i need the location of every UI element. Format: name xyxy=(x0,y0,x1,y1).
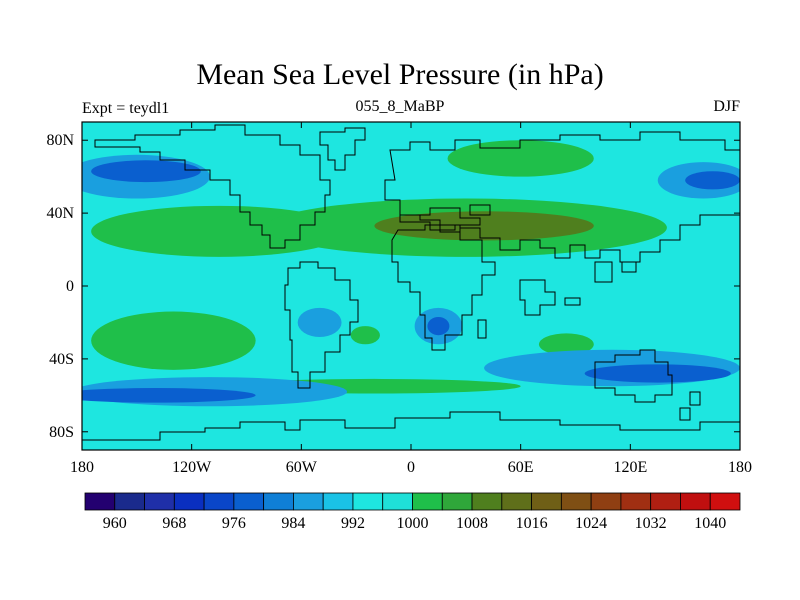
experiment-label: Expt = teydl1 xyxy=(82,100,170,117)
x-tick-label: 120W xyxy=(172,459,212,476)
colorbar-swatch xyxy=(114,492,145,511)
colorbar-label: 1040 xyxy=(694,515,726,532)
x-tick-label: 180 xyxy=(70,459,94,476)
colorbar-swatch xyxy=(412,492,443,511)
colorbar-swatch xyxy=(531,492,562,511)
colorbar-swatch xyxy=(441,492,473,511)
colorbar-swatch xyxy=(203,492,235,511)
pressure-region-southern-trough-east-core xyxy=(584,364,731,383)
colorbar-label: 992 xyxy=(341,515,365,532)
pressure-region-south-america-low xyxy=(297,307,342,338)
pressure-region-arctic-band xyxy=(447,140,594,177)
colorbar-swatch xyxy=(471,492,503,511)
colorbar-swatch xyxy=(382,492,413,511)
new-zealand-coastline xyxy=(679,391,701,421)
colorbar-label: 1024 xyxy=(575,515,607,532)
x-tick-label: 120E xyxy=(613,459,647,476)
colorbar-label: 1008 xyxy=(456,515,488,532)
x-tick-label: 0 xyxy=(407,459,415,476)
colorbar-label: 960 xyxy=(103,515,127,532)
colorbar-swatch xyxy=(322,492,354,511)
x-tick-label: 180 xyxy=(728,459,752,476)
pressure-region-southern-trough-west-core xyxy=(82,388,256,403)
chart-title: Mean Sea Level Pressure (in hPa) xyxy=(196,58,604,91)
pressure-region-indian-ocean-high xyxy=(538,333,594,356)
colorbar-label: 1000 xyxy=(397,515,429,532)
colorbar-swatch xyxy=(650,492,681,511)
colorbar-swatch xyxy=(173,492,205,511)
y-tick-label: 80S xyxy=(49,424,74,441)
pressure-region-asian-high-core xyxy=(374,211,594,241)
mediterranean-coastline xyxy=(399,204,491,231)
colorbar-swatch xyxy=(263,492,294,511)
colorbar-swatch xyxy=(144,492,175,511)
x-tick-label: 60E xyxy=(508,459,534,476)
south-america-coastline xyxy=(284,261,359,389)
colorbar-label: 984 xyxy=(281,515,305,532)
indonesia-coastline xyxy=(519,261,637,316)
x-tick-label: 60W xyxy=(286,459,318,476)
pressure-region-aleutian-low-core xyxy=(91,160,201,183)
pressure-region-east-asia-low-core xyxy=(685,171,740,190)
y-tick-label: 80N xyxy=(46,132,74,149)
y-tick-label: 40N xyxy=(46,205,74,222)
pressure-region-africa-low-core xyxy=(427,316,450,336)
colorbar-swatch xyxy=(680,492,711,511)
colorbar-swatch xyxy=(84,492,116,511)
colorbar-label: 1016 xyxy=(516,515,548,532)
australia-coastline xyxy=(594,349,673,403)
colorbar-swatch xyxy=(560,492,592,511)
madagascar-coastline xyxy=(477,319,487,339)
y-tick-label: 40S xyxy=(49,351,74,368)
colorbar-swatch xyxy=(293,492,324,511)
pressure-region-south-atlantic-high xyxy=(350,326,380,345)
colorbar-swatch xyxy=(233,492,265,511)
colorbar-swatch xyxy=(709,492,741,511)
colorbar-label: 1032 xyxy=(635,515,667,532)
north-america-coastline xyxy=(94,124,331,249)
greenland-coastline xyxy=(319,127,366,171)
colorbar-label: 968 xyxy=(162,515,186,532)
antarctica-coastline xyxy=(82,411,740,450)
colorbar-swatch xyxy=(352,492,384,511)
africa-coastline xyxy=(391,224,496,351)
y-tick-label: 0 xyxy=(66,278,74,295)
colorbar-label: 976 xyxy=(222,515,246,532)
season-label: DJF xyxy=(713,98,740,115)
colorbar-swatch xyxy=(620,492,652,511)
pressure-region-south-pacific-high xyxy=(91,311,256,370)
colorbar-swatch xyxy=(590,492,622,511)
period-label: 055_8_MaBP xyxy=(355,98,445,115)
colorbar-swatch xyxy=(501,492,532,511)
